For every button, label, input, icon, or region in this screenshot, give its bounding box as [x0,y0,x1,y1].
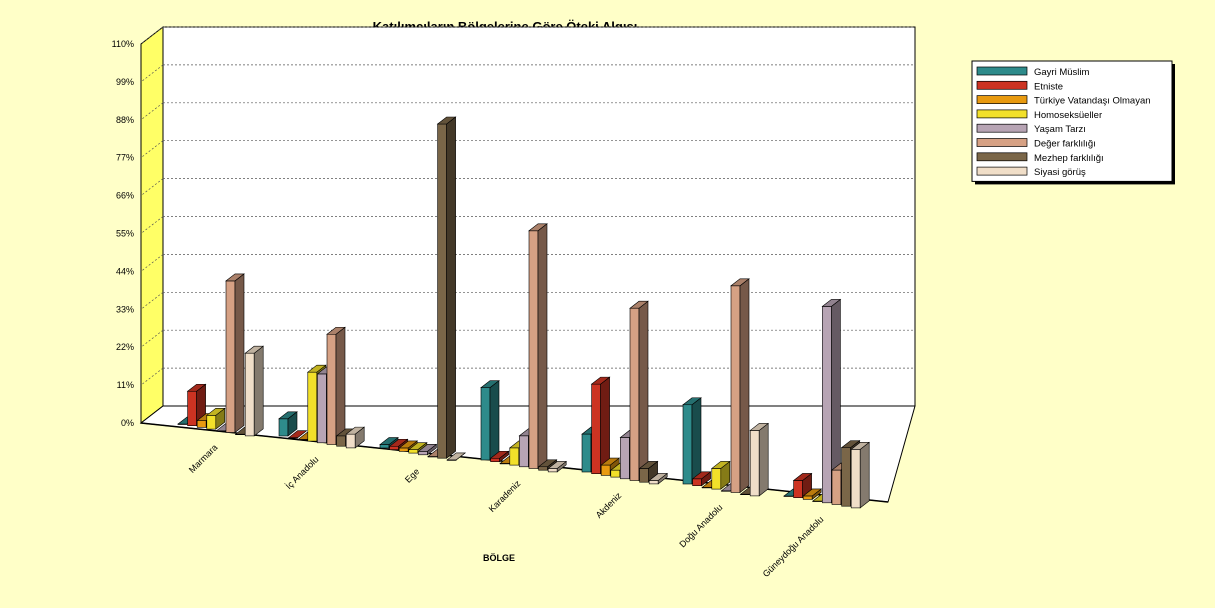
legend-label: Mezhep farklılığı [1034,153,1104,164]
x-category-label: Akdeniz [594,490,624,520]
gridline-side [140,292,164,310]
bar [417,443,438,456]
bar [326,326,346,446]
y-axis-ticks: 0% 11% 22% 33% 44% 55% 66% 77% 88% 99% 110% [112,39,134,428]
x-category-label: Güneydoğu Anadolu [761,514,826,579]
bar [802,488,823,501]
legend-swatch [976,152,1028,162]
bars [177,116,871,509]
bar [547,460,568,473]
legend-swatch [976,123,1028,133]
bar [446,452,467,461]
legend-label: Siyasi görüş [1034,167,1086,178]
bar [590,376,611,475]
y-tick-label: 99% [116,77,134,87]
y-tick-label: 22% [116,342,134,352]
gridline-side [140,216,164,234]
bar [278,411,298,437]
bar [388,438,409,451]
bar [205,407,226,430]
bar [710,460,731,490]
legend-swatch [976,95,1028,104]
y-tick-label: 55% [116,229,134,239]
bar [821,298,842,504]
y-tick-label: 33% [116,304,134,314]
legend-label: Türkiye Vatandaşı Olmayan [1034,96,1151,107]
gridline-side [140,26,164,45]
bar [638,460,659,483]
bar [225,273,245,434]
y-tick-label: 110% [112,39,134,49]
bar [648,472,669,485]
y-tick-label: 11% [117,380,134,390]
x-category-label: İç Anadolu [284,454,321,491]
bar [489,450,510,463]
bar [407,442,428,454]
bar [244,345,265,437]
y-tick-label: 66% [116,191,134,201]
bar [691,471,712,487]
gridline-side [140,254,164,272]
bar [528,223,548,470]
x-category-label: Doğu Anadolu [677,502,724,549]
y-tick-label: 44% [116,266,134,276]
legend-swatch [976,66,1028,76]
y-tick-label: 88% [116,115,134,125]
x-category-label: Ege [403,466,421,484]
y-tick-label: 77% [116,153,134,163]
bar [730,278,750,494]
gridline-side [140,367,164,386]
x-axis-title: BÖLGE [483,553,515,563]
bar [682,397,702,485]
bar [436,116,457,459]
legend-label: Etniste [1034,81,1063,92]
bar [480,380,500,461]
y-tick-label: 0% [121,418,134,428]
legend-label: Yaşam Tarzı [1034,124,1086,135]
bar [345,426,366,449]
gridline-side [140,329,164,348]
legend-label: Gayri Müslim [1034,67,1090,78]
bar [850,441,871,509]
legend: Gayri Müslim Etniste Türkiye Vatandaşı Olm… [971,60,1175,185]
x-category-label: Karadeniz [487,478,523,514]
legend-swatch [976,166,1028,176]
legend-label: Homoseksüeller [1034,110,1102,121]
x-category-label: Marmara [187,442,220,475]
bar [186,383,207,427]
legend-label: Değer farklılığı [1034,139,1096,150]
bar [287,430,308,439]
legend-swatch [976,138,1028,147]
gridline-side [140,178,164,196]
gridline-side [140,64,164,83]
legend-swatch [976,80,1028,90]
bar [792,472,813,499]
bar [749,422,770,497]
gridline-side [140,140,164,158]
legend-swatch [976,109,1028,119]
bar [629,300,649,482]
gridline-side [140,102,164,121]
